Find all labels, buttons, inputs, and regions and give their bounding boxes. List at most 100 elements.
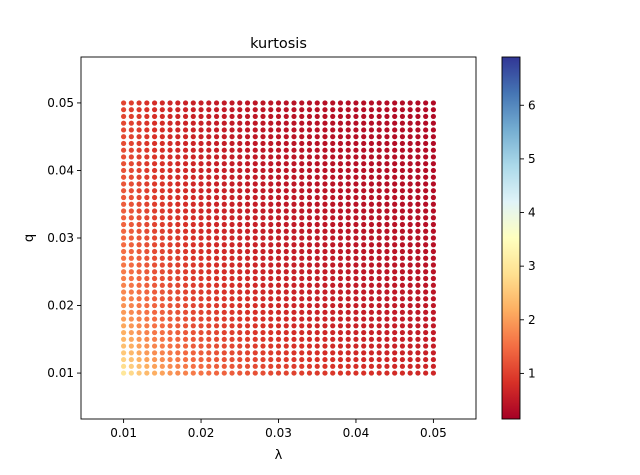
scatter-point	[229, 296, 235, 302]
scatter-point	[275, 350, 282, 356]
scatter-point	[330, 329, 336, 336]
scatter-point	[368, 316, 375, 322]
scatter-point	[136, 275, 142, 282]
scatter-point	[221, 275, 227, 282]
scatter-point	[198, 248, 204, 255]
scatter-point	[175, 120, 181, 126]
scatter-point	[175, 188, 181, 194]
scatter-point	[121, 181, 127, 187]
scatter-point	[291, 275, 297, 282]
scatter-point	[415, 336, 421, 342]
scatter-point	[384, 167, 390, 174]
scatter-point	[182, 309, 189, 315]
scatter-point	[423, 363, 429, 369]
colorbar-tick-label: 5	[528, 152, 536, 166]
scatter-point	[128, 289, 134, 295]
scatter-point	[291, 336, 297, 342]
scatter-point	[206, 350, 212, 356]
scatter-point	[136, 350, 142, 356]
scatter-point	[368, 127, 375, 133]
scatter-point	[198, 323, 204, 329]
scatter-point	[430, 221, 436, 228]
scatter-point	[299, 127, 305, 133]
scatter-point	[314, 336, 320, 342]
scatter-point	[190, 127, 196, 133]
scatter-point	[275, 242, 282, 248]
scatter-point	[299, 113, 305, 120]
scatter-point	[322, 188, 328, 194]
scatter-point	[392, 323, 398, 329]
scatter-point	[252, 113, 258, 120]
scatter-point	[206, 174, 212, 180]
scatter-point	[175, 329, 181, 336]
scatter-point	[175, 161, 181, 167]
scatter-point	[136, 134, 142, 140]
scatter-point	[399, 370, 406, 376]
scatter-point	[260, 120, 266, 126]
scatter-point	[283, 181, 289, 187]
scatter-point	[159, 296, 165, 302]
scatter-point	[121, 248, 127, 255]
scatter-point	[244, 296, 251, 302]
scatter-point	[392, 302, 398, 309]
scatter-point	[151, 174, 158, 180]
scatter-point	[237, 161, 243, 167]
scatter-point	[213, 127, 220, 133]
scatter-point	[190, 343, 196, 349]
scatter-point	[399, 215, 406, 221]
scatter-point	[268, 140, 274, 147]
scatter-point	[190, 120, 196, 126]
scatter-point	[121, 350, 127, 356]
scatter-point	[322, 100, 328, 106]
scatter-point	[306, 316, 313, 322]
scatter-point	[283, 134, 289, 140]
scatter-point	[221, 296, 227, 302]
scatter-point	[322, 309, 328, 315]
scatter-point	[376, 134, 382, 140]
scatter-point	[128, 194, 134, 201]
scatter-point	[144, 336, 150, 342]
scatter-point	[182, 262, 189, 268]
scatter-point	[121, 289, 127, 295]
scatter-point	[175, 289, 181, 295]
scatter-point	[314, 174, 320, 180]
scatter-point	[151, 194, 158, 201]
scatter-point	[291, 201, 297, 207]
scatter-point	[384, 316, 390, 322]
scatter-point	[275, 161, 282, 167]
scatter-point	[136, 208, 142, 214]
scatter-point	[198, 275, 204, 282]
scatter-point	[376, 107, 382, 113]
scatter-point	[198, 235, 204, 241]
scatter-point	[136, 269, 142, 275]
scatter-point	[330, 316, 336, 322]
scatter-point	[144, 140, 150, 147]
scatter-point	[128, 269, 134, 275]
scatter-point	[252, 329, 258, 336]
scatter-point	[221, 309, 227, 315]
scatter-point	[144, 356, 150, 363]
scatter-point	[121, 208, 127, 214]
scatter-point	[322, 282, 328, 288]
scatter-point	[353, 228, 359, 234]
scatter-point	[283, 282, 289, 288]
scatter-point	[159, 181, 165, 187]
scatter-point	[237, 323, 243, 329]
scatter-point	[322, 370, 328, 376]
scatter-point	[252, 140, 258, 147]
scatter-point	[182, 269, 189, 275]
scatter-point	[291, 309, 297, 315]
scatter-point	[136, 363, 142, 369]
scatter-point	[291, 221, 297, 228]
scatter-point	[198, 350, 204, 356]
scatter-point	[190, 194, 196, 201]
scatter-point	[283, 235, 289, 241]
scatter-point	[151, 113, 158, 120]
scatter-point	[423, 167, 429, 174]
scatter-point	[175, 107, 181, 113]
scatter-point	[182, 343, 189, 349]
scatter-point	[392, 221, 398, 228]
scatter-point	[128, 275, 134, 282]
scatter-point	[353, 289, 359, 295]
scatter-point	[190, 140, 196, 147]
